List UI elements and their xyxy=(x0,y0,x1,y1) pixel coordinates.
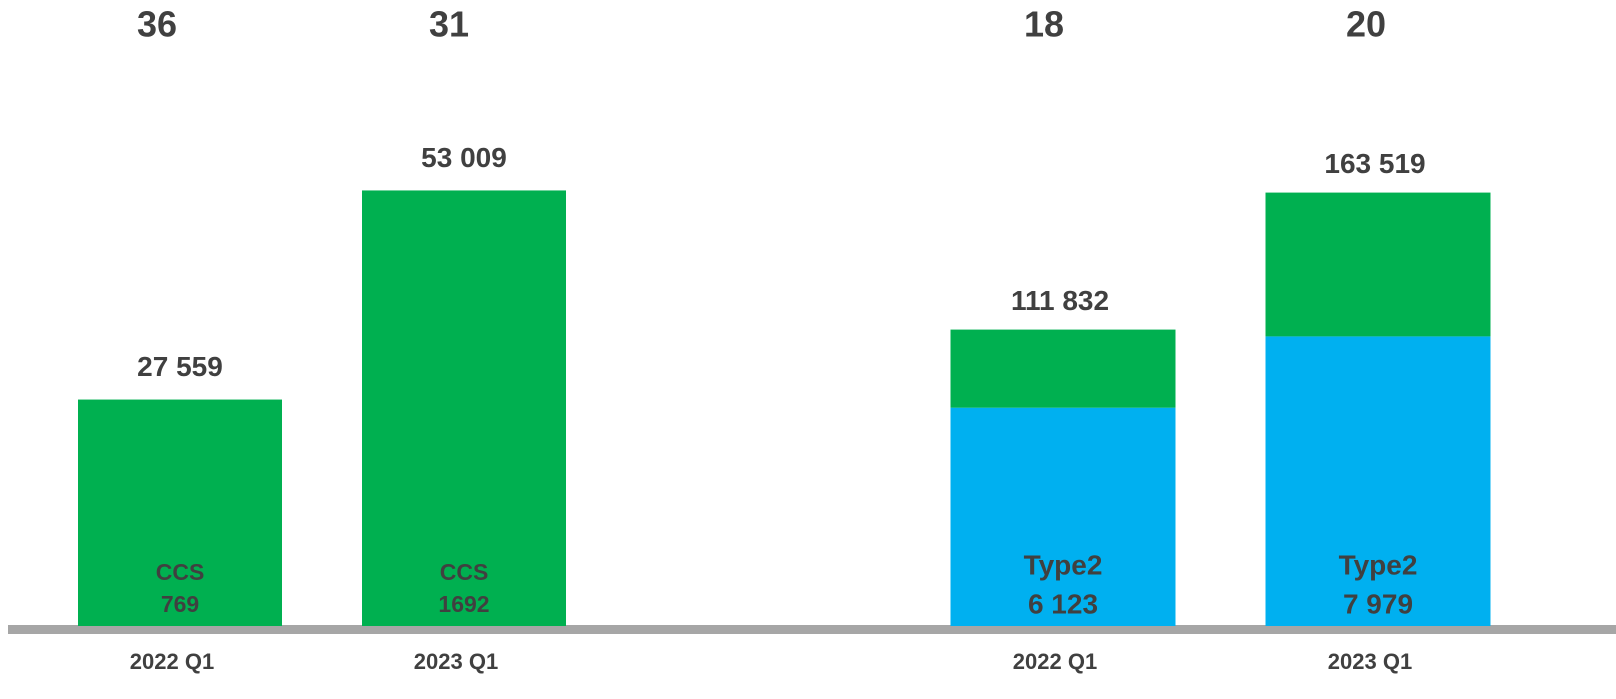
top-label: 18 xyxy=(1024,4,1064,45)
top-label: 20 xyxy=(1346,4,1386,45)
top-label: 36 xyxy=(137,4,177,45)
segment-label: CCS xyxy=(156,559,205,585)
legend-label: Type2 xyxy=(1339,549,1418,580)
x-tick-label: 2023 Q1 xyxy=(414,649,498,674)
segment-count: 7 979 xyxy=(1343,588,1413,619)
top-label: 31 xyxy=(429,4,469,45)
bar-segment xyxy=(950,407,1176,626)
x-tick-label: 2023 Q1 xyxy=(1328,649,1412,674)
bar xyxy=(362,190,566,626)
total-label: 111 832 xyxy=(1011,285,1109,316)
segment-count: 769 xyxy=(161,591,199,617)
x-tick-label: 2022 Q1 xyxy=(1013,649,1097,674)
bar-segment xyxy=(950,329,1176,408)
bar xyxy=(78,399,282,626)
value-label: 27 559 xyxy=(137,351,223,382)
total-label: 163 519 xyxy=(1324,148,1425,179)
bar-segment xyxy=(1265,336,1491,626)
value-label: 53 009 xyxy=(421,142,507,173)
baseline xyxy=(8,625,1616,634)
segment-count: 6 123 xyxy=(1028,588,1098,619)
x-tick-label: 2022 Q1 xyxy=(130,649,214,674)
segment-count: 1692 xyxy=(438,591,489,617)
legend-label: Type2 xyxy=(1024,549,1103,580)
segment-label: CCS xyxy=(440,559,489,585)
bar-segment xyxy=(1265,192,1491,337)
